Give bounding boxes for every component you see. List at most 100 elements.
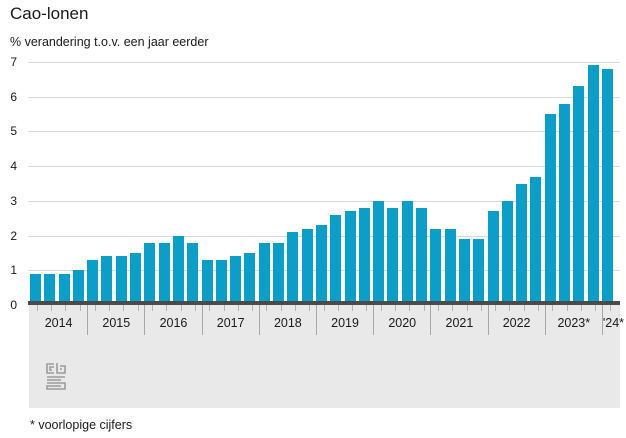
- x-axis-segments: 2014 2015 2016 2017 2018 2019 2020 2021 2022 2023…: [29, 305, 624, 335]
- quarter-tick: [423, 305, 425, 311]
- x-axis-year-label: '24*: [602, 316, 625, 330]
- bar[interactable]: [244, 252, 256, 305]
- quarter-tick: [137, 305, 139, 311]
- bar-slot: [358, 62, 373, 305]
- bar[interactable]: [344, 211, 356, 305]
- quarter-tick: [380, 305, 382, 311]
- x-axis-year-segment: 2014: [30, 305, 87, 335]
- bar[interactable]: [87, 259, 99, 305]
- bar-slot: [101, 62, 115, 305]
- bar-slot: [501, 62, 516, 305]
- bar[interactable]: [487, 211, 499, 305]
- x-axis-year-segment: 2022: [487, 305, 545, 335]
- quarter-tick: [437, 305, 439, 311]
- bar[interactable]: [130, 252, 142, 305]
- bar-slot: [30, 62, 44, 305]
- bar[interactable]: [201, 259, 213, 305]
- quarter-tick: [480, 305, 482, 311]
- x-axis-year-label: 2016: [159, 316, 188, 330]
- bar[interactable]: [430, 228, 442, 305]
- bar[interactable]: [144, 242, 156, 305]
- bar-slot: [330, 62, 344, 305]
- y-axis-tick-label: 1: [10, 263, 17, 278]
- bar[interactable]: [72, 270, 84, 305]
- quarter-tick: [152, 305, 154, 311]
- y-axis-tick-label: 5: [10, 124, 17, 139]
- quarter-tick: [609, 305, 611, 311]
- bar[interactable]: [473, 239, 485, 305]
- bar[interactable]: [444, 228, 456, 305]
- bar[interactable]: [287, 232, 299, 305]
- bar-slot: [58, 62, 73, 305]
- bar[interactable]: [330, 214, 342, 305]
- quarter-tick: [36, 305, 38, 311]
- quarter-tick: [50, 305, 52, 311]
- gridline: [28, 62, 620, 63]
- quarter-tick: [538, 305, 540, 311]
- bar-slot: [315, 62, 330, 305]
- bar[interactable]: [258, 242, 270, 305]
- x-axis-year-segment: 2015: [87, 305, 144, 335]
- y-axis-tick-label: 6: [10, 89, 17, 104]
- bar[interactable]: [387, 207, 399, 305]
- quarter-tick: [237, 305, 239, 311]
- y-axis-tick-label: 7: [10, 55, 17, 69]
- bar[interactable]: [101, 256, 113, 305]
- quarter-tick: [580, 305, 582, 311]
- bar[interactable]: [601, 68, 613, 305]
- x-axis-year-label: 2019: [331, 316, 359, 330]
- bar[interactable]: [301, 228, 313, 305]
- bar-slot: [87, 62, 101, 305]
- bar[interactable]: [401, 200, 413, 305]
- quarter-tick: [209, 305, 211, 311]
- chart-subtitle: % verandering t.o.v. een jaar eerder: [10, 35, 209, 49]
- bar-slot: [215, 62, 230, 305]
- bar[interactable]: [215, 259, 227, 305]
- bar[interactable]: [230, 256, 242, 305]
- bar-slot: [144, 62, 158, 305]
- bar[interactable]: [58, 273, 70, 305]
- x-axis-year-segment: 2020: [373, 305, 430, 335]
- bar[interactable]: [458, 239, 470, 305]
- bar[interactable]: [115, 256, 127, 305]
- quarter-tick: [395, 305, 397, 311]
- x-axis-year-label: 2023*: [557, 316, 591, 330]
- x-axis-year-label: 2018: [273, 316, 302, 330]
- bar[interactable]: [187, 242, 199, 305]
- x-axis-year-segment: 2016: [144, 305, 201, 335]
- quarter-tick: [523, 305, 525, 311]
- bar[interactable]: [544, 114, 556, 305]
- quarter-tick: [552, 305, 554, 311]
- bar-slot: [544, 62, 559, 305]
- quarter-tick: [223, 305, 225, 311]
- bar[interactable]: [587, 65, 599, 305]
- plot-area: [28, 62, 620, 305]
- bar[interactable]: [558, 103, 570, 305]
- bar-slot: [387, 62, 401, 305]
- bar[interactable]: [44, 273, 56, 305]
- quarter-tick: [352, 305, 354, 311]
- bar[interactable]: [573, 86, 585, 305]
- quarter-tick: [323, 305, 325, 311]
- bar-slot: [244, 62, 258, 305]
- bar[interactable]: [30, 273, 41, 305]
- bar-slot: [301, 62, 316, 305]
- bar[interactable]: [416, 207, 428, 305]
- bar[interactable]: [516, 183, 528, 305]
- bar-slot: [430, 62, 444, 305]
- bar-slot: [601, 62, 616, 305]
- y-axis-tick-label: 2: [10, 228, 17, 243]
- bar[interactable]: [530, 176, 542, 305]
- bar[interactable]: [358, 207, 370, 305]
- bar[interactable]: [172, 235, 184, 305]
- bar-slot: [158, 62, 173, 305]
- bar[interactable]: [158, 242, 170, 305]
- bar-slot: [344, 62, 359, 305]
- bar[interactable]: [315, 225, 327, 305]
- x-axis-baseline: [28, 301, 620, 305]
- bar[interactable]: [373, 200, 385, 305]
- gridline: [28, 96, 620, 98]
- bar[interactable]: [501, 200, 513, 305]
- quarter-tick: [65, 305, 67, 311]
- bar[interactable]: [273, 242, 285, 305]
